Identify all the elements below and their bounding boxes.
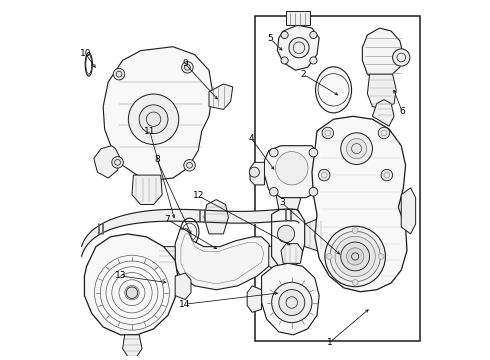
Polygon shape bbox=[204, 199, 228, 234]
Ellipse shape bbox=[180, 218, 199, 246]
Circle shape bbox=[330, 231, 380, 282]
Circle shape bbox=[352, 279, 358, 285]
Circle shape bbox=[182, 62, 193, 73]
Circle shape bbox=[318, 169, 330, 181]
Polygon shape bbox=[250, 162, 265, 185]
Polygon shape bbox=[94, 146, 121, 178]
Circle shape bbox=[270, 188, 278, 196]
Polygon shape bbox=[175, 273, 191, 300]
Circle shape bbox=[309, 148, 318, 157]
Circle shape bbox=[378, 253, 384, 259]
Polygon shape bbox=[209, 84, 233, 109]
Text: 3: 3 bbox=[279, 198, 285, 207]
Text: 5: 5 bbox=[268, 34, 273, 43]
Polygon shape bbox=[159, 247, 175, 266]
Circle shape bbox=[341, 242, 369, 271]
Circle shape bbox=[352, 228, 358, 233]
Polygon shape bbox=[305, 219, 326, 251]
Polygon shape bbox=[363, 28, 403, 80]
Circle shape bbox=[378, 127, 390, 139]
Circle shape bbox=[381, 169, 392, 181]
Text: 10: 10 bbox=[80, 49, 91, 58]
Circle shape bbox=[279, 289, 305, 315]
Circle shape bbox=[277, 225, 294, 243]
Circle shape bbox=[346, 248, 364, 265]
Text: 14: 14 bbox=[179, 300, 191, 309]
Text: 8: 8 bbox=[154, 155, 160, 164]
Circle shape bbox=[341, 133, 372, 165]
Bar bbox=[255, 16, 419, 341]
Polygon shape bbox=[132, 175, 162, 204]
Text: 9: 9 bbox=[182, 59, 188, 68]
Circle shape bbox=[112, 157, 123, 168]
Text: 12: 12 bbox=[193, 192, 204, 201]
Circle shape bbox=[126, 287, 138, 298]
Polygon shape bbox=[271, 207, 305, 270]
Circle shape bbox=[326, 253, 332, 259]
Circle shape bbox=[128, 94, 179, 144]
Circle shape bbox=[184, 159, 196, 171]
Circle shape bbox=[139, 105, 168, 134]
Polygon shape bbox=[276, 182, 300, 210]
Circle shape bbox=[249, 167, 259, 177]
Polygon shape bbox=[372, 100, 394, 126]
Polygon shape bbox=[262, 263, 319, 335]
Polygon shape bbox=[277, 25, 319, 70]
Polygon shape bbox=[175, 229, 271, 290]
Text: 7: 7 bbox=[165, 215, 170, 224]
Text: 2: 2 bbox=[300, 70, 306, 79]
Circle shape bbox=[289, 38, 309, 58]
Circle shape bbox=[310, 57, 317, 64]
Text: 13: 13 bbox=[115, 271, 126, 280]
Text: 1: 1 bbox=[327, 338, 333, 347]
Circle shape bbox=[281, 57, 288, 64]
Polygon shape bbox=[247, 286, 262, 312]
Circle shape bbox=[270, 148, 278, 157]
Text: 4: 4 bbox=[248, 134, 254, 143]
Polygon shape bbox=[103, 47, 213, 180]
Text: 11: 11 bbox=[144, 127, 155, 136]
Circle shape bbox=[281, 31, 288, 39]
Circle shape bbox=[322, 127, 334, 139]
Polygon shape bbox=[312, 116, 407, 292]
Polygon shape bbox=[368, 74, 396, 109]
Ellipse shape bbox=[275, 152, 308, 185]
Polygon shape bbox=[269, 244, 293, 270]
Polygon shape bbox=[401, 188, 416, 234]
Circle shape bbox=[271, 282, 312, 323]
Circle shape bbox=[325, 226, 386, 287]
Polygon shape bbox=[286, 12, 310, 25]
Circle shape bbox=[346, 139, 367, 159]
Circle shape bbox=[392, 49, 410, 66]
Circle shape bbox=[309, 188, 318, 196]
Text: 6: 6 bbox=[399, 107, 405, 116]
Polygon shape bbox=[281, 244, 303, 263]
Circle shape bbox=[113, 68, 125, 80]
Ellipse shape bbox=[316, 67, 351, 113]
Circle shape bbox=[310, 31, 317, 39]
Circle shape bbox=[335, 236, 375, 276]
Polygon shape bbox=[265, 146, 320, 198]
Polygon shape bbox=[84, 234, 178, 335]
Polygon shape bbox=[122, 335, 142, 356]
